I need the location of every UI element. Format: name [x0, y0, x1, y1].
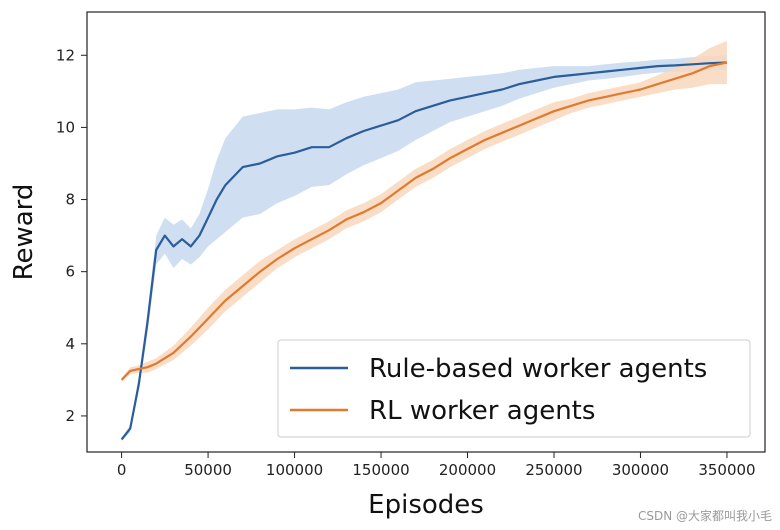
x-tick-label: 50000: [184, 461, 232, 479]
watermark: CSDN @大家都叫我小毛: [637, 509, 772, 523]
line-series-1: [120, 61, 728, 381]
legend-label-rl: RL worker agents: [369, 396, 595, 426]
y-tick-label: 2: [65, 407, 75, 425]
y-tick-label: 10: [56, 118, 75, 136]
band-series-0: [121, 55, 727, 442]
y-tick-label: 4: [65, 335, 75, 353]
series-lines: [120, 61, 728, 441]
confidence-bands: [121, 40, 727, 442]
y-axis-title: Reward: [9, 184, 39, 281]
x-tick-label: 0: [117, 461, 127, 479]
x-tick-label: 100000: [266, 461, 323, 479]
legend-box: [277, 339, 751, 438]
x-axis-title: Episodes: [368, 490, 484, 520]
x-tick-label: 350000: [698, 461, 755, 479]
y-tick-label: 6: [65, 263, 75, 281]
band-series-1: [121, 40, 727, 382]
x-tick-label: 250000: [525, 461, 582, 479]
legend-label-rule-based: Rule-based worker agents: [369, 354, 707, 384]
x-tick-label: 300000: [612, 461, 669, 479]
x-axis: 0 50000 100000 150000 200000 250000 300000 3500…: [117, 452, 756, 479]
y-axis: 2 4 6 8 10 12: [56, 46, 87, 425]
y-tick-label: 8: [65, 191, 75, 209]
legend: Rule-based worker agents RL worker agent…: [277, 339, 751, 438]
y-tick-label: 12: [56, 46, 75, 64]
x-tick-label: 150000: [352, 461, 409, 479]
x-tick-label: 200000: [439, 461, 496, 479]
plot-frame: [86, 11, 766, 453]
line-series-0: [120, 61, 727, 441]
